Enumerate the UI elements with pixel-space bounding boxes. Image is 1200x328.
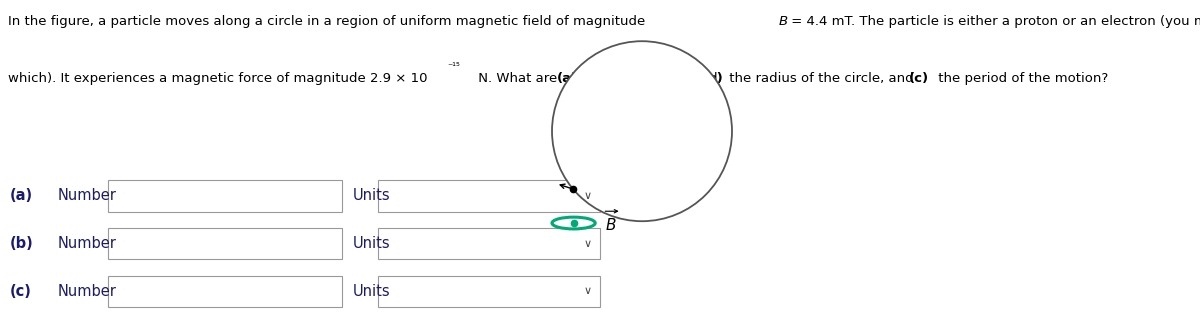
- Text: ∨: ∨: [584, 238, 592, 249]
- Ellipse shape: [552, 41, 732, 221]
- Text: $B$: $B$: [605, 217, 617, 233]
- Text: (c): (c): [908, 72, 929, 85]
- Text: ∨: ∨: [584, 191, 592, 201]
- Text: ⁻¹⁵: ⁻¹⁵: [448, 62, 461, 72]
- Text: ∨: ∨: [584, 286, 592, 296]
- Text: Units: Units: [353, 236, 390, 251]
- Text: (b): (b): [10, 236, 34, 251]
- Text: = 4.4 mT. The particle is either a proton or an electron (you must decide: = 4.4 mT. The particle is either a proto…: [787, 15, 1200, 28]
- Text: (a): (a): [10, 189, 32, 203]
- FancyBboxPatch shape: [378, 276, 600, 307]
- Text: Units: Units: [353, 284, 390, 298]
- Text: (b): (b): [702, 72, 724, 85]
- Text: Number: Number: [58, 189, 116, 203]
- FancyBboxPatch shape: [108, 276, 342, 307]
- Text: (a): (a): [557, 72, 578, 85]
- Text: (c): (c): [10, 284, 31, 298]
- FancyBboxPatch shape: [108, 180, 342, 212]
- Text: Units: Units: [353, 189, 390, 203]
- Text: In the figure, a particle moves along a circle in a region of uniform magnetic f: In the figure, a particle moves along a …: [8, 15, 650, 28]
- Text: Number: Number: [58, 284, 116, 298]
- FancyBboxPatch shape: [108, 228, 342, 259]
- Text: Number: Number: [58, 236, 116, 251]
- Text: which). It experiences a magnetic force of magnitude 2.9 × 10: which). It experiences a magnetic force …: [8, 72, 428, 85]
- Text: the particle’s speed,: the particle’s speed,: [581, 72, 726, 85]
- Text: B: B: [779, 15, 788, 28]
- FancyBboxPatch shape: [378, 180, 600, 212]
- FancyBboxPatch shape: [378, 228, 600, 259]
- Text: the radius of the circle, and: the radius of the circle, and: [725, 72, 918, 85]
- Text: N. What are: N. What are: [474, 72, 562, 85]
- Text: the period of the motion?: the period of the motion?: [934, 72, 1108, 85]
